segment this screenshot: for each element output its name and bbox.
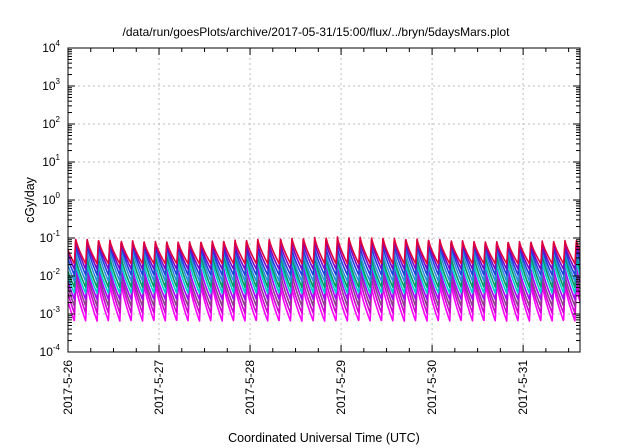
- y-tick-label: 10-3: [40, 305, 61, 321]
- y-tick-label: 10-4: [40, 343, 61, 359]
- series-layer: [67, 236, 581, 322]
- y-tick-exponent: 3: [56, 77, 61, 86]
- y-tick-exponent: 0: [56, 191, 61, 200]
- series-line: [67, 239, 581, 271]
- y-tick-exponent: 4: [56, 39, 61, 48]
- series-line: [67, 281, 581, 322]
- series-line: [67, 247, 581, 283]
- grid: [67, 48, 580, 352]
- y-tick-exponent: -4: [53, 343, 61, 352]
- x-tick-label: 2017-5-26: [61, 360, 75, 415]
- y-tick-label: 102: [42, 115, 60, 131]
- y-tick-exponent: 2: [56, 115, 61, 124]
- series-line: [67, 274, 581, 314]
- y-tick-label: 103: [42, 77, 60, 93]
- series-line: [67, 269, 581, 308]
- y-tick-label: 10-1: [40, 229, 61, 245]
- series-line: [67, 252, 581, 289]
- x-axis: 2017-5-26 2017-5-27 2017-5-28 2017-5-29 2017…: [61, 48, 570, 415]
- y-tick-exponent: 1: [56, 153, 61, 162]
- x-axis-label: Coordinated Universal Time (UTC): [228, 431, 420, 445]
- series-line: [67, 243, 581, 276]
- x-tick-label: 2017-5-31: [516, 360, 530, 415]
- x-tick-label: 2017-5-28: [243, 360, 257, 415]
- x-tick-label: 2017-5-30: [425, 360, 439, 415]
- series-line: [67, 236, 581, 265]
- chart-title: /data/run/goesPlots/archive/2017-05-31/1…: [123, 25, 511, 39]
- y-tick-exponent: -3: [53, 305, 61, 314]
- x-tick-label: 2017-5-29: [334, 360, 348, 415]
- plot-frame: [67, 47, 581, 353]
- y-tick-label: 104: [42, 39, 60, 55]
- y-tick-label: 100: [42, 191, 60, 207]
- y-tick-exponent: -1: [53, 229, 61, 238]
- y-tick-exponent: -2: [53, 267, 61, 276]
- series-line: [67, 263, 581, 301]
- y-axis-label: cGy/day: [23, 176, 37, 223]
- series-line: [67, 257, 581, 295]
- y-tick-label: 10-2: [40, 267, 61, 283]
- y-tick-label: 101: [42, 153, 60, 169]
- x-tick-label: 2017-5-27: [152, 360, 166, 415]
